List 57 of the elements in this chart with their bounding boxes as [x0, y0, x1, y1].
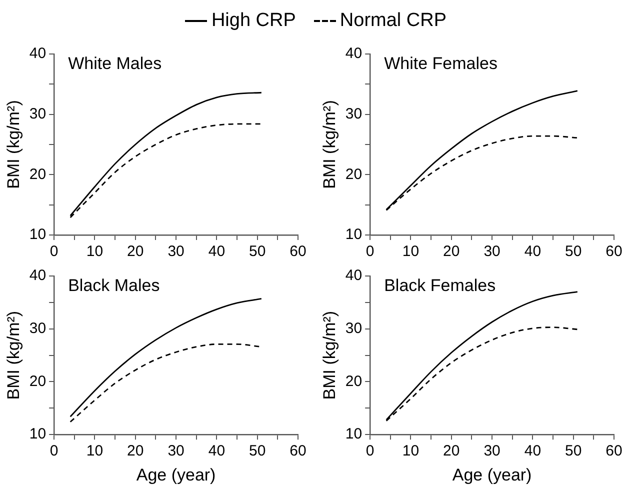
x-tick-label: 40 [524, 243, 542, 260]
x-tick-label: 10 [402, 243, 420, 260]
y-axis-title: BMI (kg/m²) [4, 310, 23, 400]
y-tick-label: 20 [345, 372, 362, 390]
y-tick-label: 40 [345, 45, 362, 62]
y-axis-title: BMI (kg/m²) [4, 100, 23, 189]
x-tick-label: 50 [249, 442, 266, 460]
x-tick-label: 10 [86, 243, 104, 260]
x-tick-label: 0 [50, 243, 58, 260]
x-tick-label: 0 [50, 442, 58, 460]
x-tick-label: 0 [366, 243, 374, 260]
y-tick-label: 30 [29, 320, 46, 338]
x-tick-label: 30 [484, 243, 500, 260]
y-tick-label: 20 [345, 166, 362, 183]
x-tick-label: 30 [484, 442, 500, 460]
x-axis-title: Age (year) [452, 465, 532, 484]
chart-title: White Males [68, 54, 162, 74]
y-tick-label: 40 [29, 267, 46, 284]
y-tick-label: 30 [345, 105, 362, 122]
y-tick-label: 10 [29, 226, 46, 244]
x-tick-label: 60 [606, 442, 622, 460]
x-tick-label: 50 [249, 243, 266, 260]
y-tick-label: 30 [345, 320, 362, 338]
y-axis-title: BMI (kg/m²) [320, 100, 339, 189]
x-tick-label: 30 [168, 442, 184, 460]
line-series [70, 298, 262, 418]
x-tick-label: 20 [127, 442, 144, 460]
x-tick-label: 20 [443, 243, 460, 260]
y-tick-label: 10 [345, 426, 362, 443]
y-tick-label: 10 [345, 226, 362, 244]
x-tick-label: 20 [127, 243, 144, 260]
x-tick-label: 40 [208, 243, 226, 260]
legend-label: Normal CRP [340, 10, 447, 32]
y-tick-label: 40 [29, 45, 46, 62]
x-tick-label: 60 [290, 243, 306, 260]
x-tick-label: 50 [565, 442, 582, 460]
x-tick-label: 30 [168, 243, 184, 260]
x-tick-label: 40 [524, 442, 542, 460]
x-tick-label: 60 [290, 442, 306, 460]
y-tick-label: 20 [29, 372, 46, 390]
chart-title: Black Males [68, 276, 160, 296]
x-tick-label: 50 [565, 243, 582, 260]
x-tick-label: 20 [443, 442, 460, 460]
legend-label: High CRP [211, 10, 296, 32]
x-tick-label: 10 [86, 442, 104, 460]
chart-title: White Females [384, 54, 498, 74]
x-tick-label: 40 [208, 442, 226, 460]
y-tick-label: 40 [345, 267, 362, 284]
y-tick-label: 30 [29, 105, 46, 122]
y-tick-label: 10 [29, 426, 46, 443]
x-tick-label: 10 [402, 442, 420, 460]
y-tick-label: 20 [29, 166, 46, 183]
x-axis-title: Age (year) [136, 465, 216, 484]
x-tick-label: 0 [366, 442, 374, 460]
x-tick-label: 60 [606, 243, 622, 260]
y-axis-title: BMI (kg/m²) [320, 310, 339, 400]
chart-title: Black Females [384, 276, 496, 296]
